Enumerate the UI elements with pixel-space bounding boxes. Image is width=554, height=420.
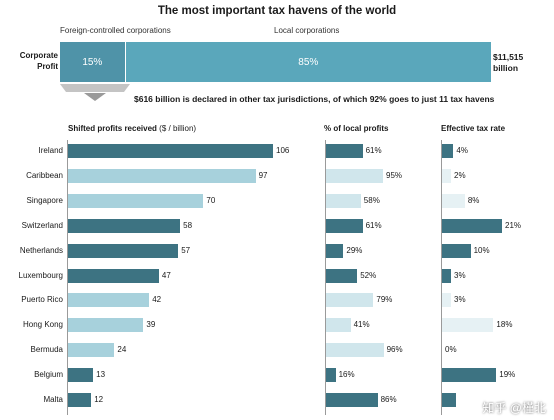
value-shifted-profits-malta: 12 <box>94 395 104 404</box>
bar-effective-tax-rate-malta <box>442 393 457 407</box>
value-local-profits-belgium: 16% <box>338 370 355 380</box>
value-effective-tax-rate-switzerland: 21% <box>505 220 522 230</box>
value-local-profits-singapore: 58% <box>363 195 380 205</box>
total-profit-unit: billion <box>493 63 519 73</box>
value-effective-tax-rate-caribbean: 2% <box>454 170 466 180</box>
corporate-profit-label-line2: Profit <box>37 62 58 71</box>
value-shifted-profits-singapore: 70 <box>206 195 216 205</box>
value-local-profits-luxembourg: 52% <box>360 270 377 280</box>
chart-title: The most important tax havens of the wor… <box>157 5 397 17</box>
value-effective-tax-rate-belgium: 19% <box>499 370 516 380</box>
value-shifted-profits-bermuda: 24 <box>117 345 127 355</box>
value-local-profits-malta: 86% <box>380 395 397 404</box>
category-label-puerto-rico: Puerto Rico <box>21 295 63 305</box>
category-label-hong-kong: Hong Kong <box>22 320 63 330</box>
bar-effective-tax-rate-puerto-rico <box>442 293 451 308</box>
foreign-share-segment: 15% <box>60 42 125 82</box>
corporate-profit-label-line1: Corporate <box>19 51 58 60</box>
axis-line-shifted-profits <box>67 140 68 415</box>
bar-local-profits-singapore <box>326 193 361 208</box>
panel-header-shifted-profits: Shifted profits received ($ / billion) <box>68 124 196 133</box>
value-local-profits-puerto-rico: 79% <box>376 295 393 305</box>
bar-shifted-profits-singapore <box>68 193 204 208</box>
value-effective-tax-rate-hong-kong: 18% <box>496 320 513 330</box>
value-local-profits-hong-kong: 41% <box>353 320 370 330</box>
category-label-netherlands: Netherlands <box>19 245 63 255</box>
bar-effective-tax-rate-luxembourg <box>442 268 451 283</box>
panel-header-shifted-profits-text: Shifted profits received <box>68 124 157 133</box>
value-effective-tax-rate-singapore: 8% <box>467 195 480 205</box>
value-shifted-profits-luxembourg: 47 <box>161 270 171 280</box>
local-share-value: 85% <box>298 56 319 68</box>
value-shifted-profits-puerto-rico: 42 <box>152 295 162 305</box>
bar-effective-tax-rate-belgium <box>442 368 497 383</box>
bar-local-profits-caribbean <box>326 168 383 183</box>
value-local-profits-bermuda: 96% <box>386 345 403 355</box>
bar-local-profits-puerto-rico <box>326 293 374 308</box>
bar-effective-tax-rate-hong-kong <box>442 318 494 333</box>
value-shifted-profits-belgium: 13 <box>96 370 106 380</box>
bar-effective-tax-rate-singapore <box>442 193 465 208</box>
bar-shifted-profits-malta <box>68 393 92 407</box>
category-label-switzerland: Switzerland <box>21 220 63 230</box>
bar-local-profits-netherlands <box>326 243 344 258</box>
category-label-malta: Malta <box>43 395 63 404</box>
bar-shifted-profits-bermuda <box>68 343 115 358</box>
bar-local-profits-luxembourg <box>326 268 358 283</box>
bar-shifted-profits-ireland <box>68 144 273 158</box>
bar-shifted-profits-netherlands <box>68 243 179 258</box>
panel-header-shifted-profits-unit: ($ / billion) <box>159 124 197 133</box>
value-local-profits-caribbean: 95% <box>386 170 403 180</box>
corporate-profit-label: Corporate Profit <box>8 50 58 72</box>
value-effective-tax-rate-puerto-rico: 3% <box>454 295 466 305</box>
value-shifted-profits-ireland: 106 <box>276 146 290 155</box>
category-label-bermuda: Bermuda <box>30 345 63 355</box>
bar-shifted-profits-switzerland <box>68 218 181 233</box>
panel-header-local-profits: % of local profits <box>324 124 389 133</box>
bar-effective-tax-rate-netherlands <box>442 243 471 258</box>
bar-local-profits-bermuda <box>326 343 384 358</box>
axis-line-local-profits <box>325 140 326 415</box>
value-effective-tax-rate-bermuda: 0% <box>445 345 457 355</box>
value-effective-tax-rate-ireland: 4% <box>456 146 468 155</box>
bar-shifted-profits-hong-kong <box>68 318 144 333</box>
value-shifted-profits-netherlands: 57 <box>181 245 191 255</box>
value-local-profits-netherlands: 29% <box>346 245 363 255</box>
total-profit: $11,515 billion <box>493 52 523 74</box>
foreign-corporations-label: Foreign-controlled corporations <box>60 26 171 35</box>
bar-effective-tax-rate-ireland <box>442 144 454 158</box>
category-label-belgium: Belgium <box>34 370 63 380</box>
funnel-arrow-icon <box>60 84 130 101</box>
value-shifted-profits-caribbean: 97 <box>258 170 268 180</box>
bar-effective-tax-rate-caribbean <box>442 168 451 183</box>
value-effective-tax-rate-luxembourg: 3% <box>454 270 466 280</box>
local-corporations-label: Local corporations <box>274 26 340 35</box>
value-local-profits-switzerland: 61% <box>365 220 382 230</box>
bar-local-profits-belgium <box>326 368 336 383</box>
value-effective-tax-rate-netherlands: 10% <box>473 245 490 255</box>
watermark: 知乎 @槿北 <box>482 401 546 415</box>
shifted-profits-note: $616 billion is declared in other tax ju… <box>134 94 495 104</box>
bar-shifted-profits-luxembourg <box>68 268 159 283</box>
bar-shifted-profits-puerto-rico <box>68 293 150 308</box>
value-shifted-profits-switzerland: 58 <box>183 220 193 230</box>
local-share-segment: 85% <box>124 42 491 82</box>
bar-local-profits-malta <box>326 393 378 407</box>
value-local-profits-ireland: 61% <box>365 146 382 155</box>
category-label-caribbean: Caribbean <box>26 170 63 180</box>
category-label-singapore: Singapore <box>26 195 63 205</box>
category-label-ireland: Ireland <box>38 146 63 155</box>
panel-header-effective-tax-rate: Effective tax rate <box>441 124 506 133</box>
bar-shifted-profits-belgium <box>68 368 94 383</box>
bar-shifted-profits-caribbean <box>68 168 256 183</box>
bar-local-profits-switzerland <box>326 218 363 233</box>
axis-line-effective-tax-rate <box>441 140 442 415</box>
value-shifted-profits-hong-kong: 39 <box>146 320 156 330</box>
bar-local-profits-ireland <box>326 144 363 158</box>
category-label-luxembourg: Luxembourg <box>18 270 63 280</box>
bar-local-profits-hong-kong <box>326 318 351 333</box>
foreign-share-value: 15% <box>82 56 103 68</box>
total-profit-amount: $11,515 <box>493 52 524 62</box>
bar-effective-tax-rate-switzerland <box>442 218 502 233</box>
